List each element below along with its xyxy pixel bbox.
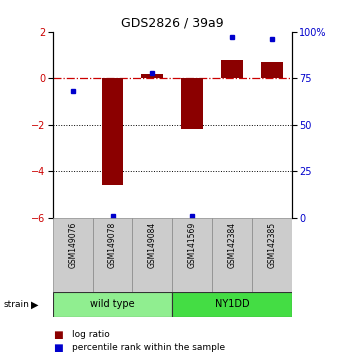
Bar (212, 218, 252, 292)
Bar (53, 292, 172, 317)
Bar (102, 78, 123, 185)
Text: GSM149076: GSM149076 (68, 222, 77, 268)
Text: percentile rank within the sample: percentile rank within the sample (72, 343, 225, 353)
Bar (93, 218, 132, 292)
Bar (172, 218, 212, 292)
Bar (132, 218, 172, 292)
Text: GSM142385: GSM142385 (267, 222, 276, 268)
Text: GSM149084: GSM149084 (148, 222, 157, 268)
Bar (53, 218, 93, 292)
Text: log ratio: log ratio (72, 330, 109, 339)
Text: GSM141569: GSM141569 (188, 222, 197, 268)
Text: ■: ■ (53, 330, 63, 339)
Text: GSM142384: GSM142384 (227, 222, 236, 268)
Bar (181, 78, 203, 130)
Text: wild type: wild type (90, 299, 135, 309)
Text: ■: ■ (53, 343, 63, 353)
Bar (252, 218, 292, 292)
Bar (221, 60, 243, 78)
Title: GDS2826 / 39a9: GDS2826 / 39a9 (121, 16, 223, 29)
Bar (172, 292, 292, 317)
Text: strain: strain (3, 300, 29, 309)
Bar (261, 62, 283, 78)
Bar (142, 74, 163, 78)
Text: NY1DD: NY1DD (214, 299, 249, 309)
Text: ▶: ▶ (31, 299, 38, 309)
Text: GSM149078: GSM149078 (108, 222, 117, 268)
